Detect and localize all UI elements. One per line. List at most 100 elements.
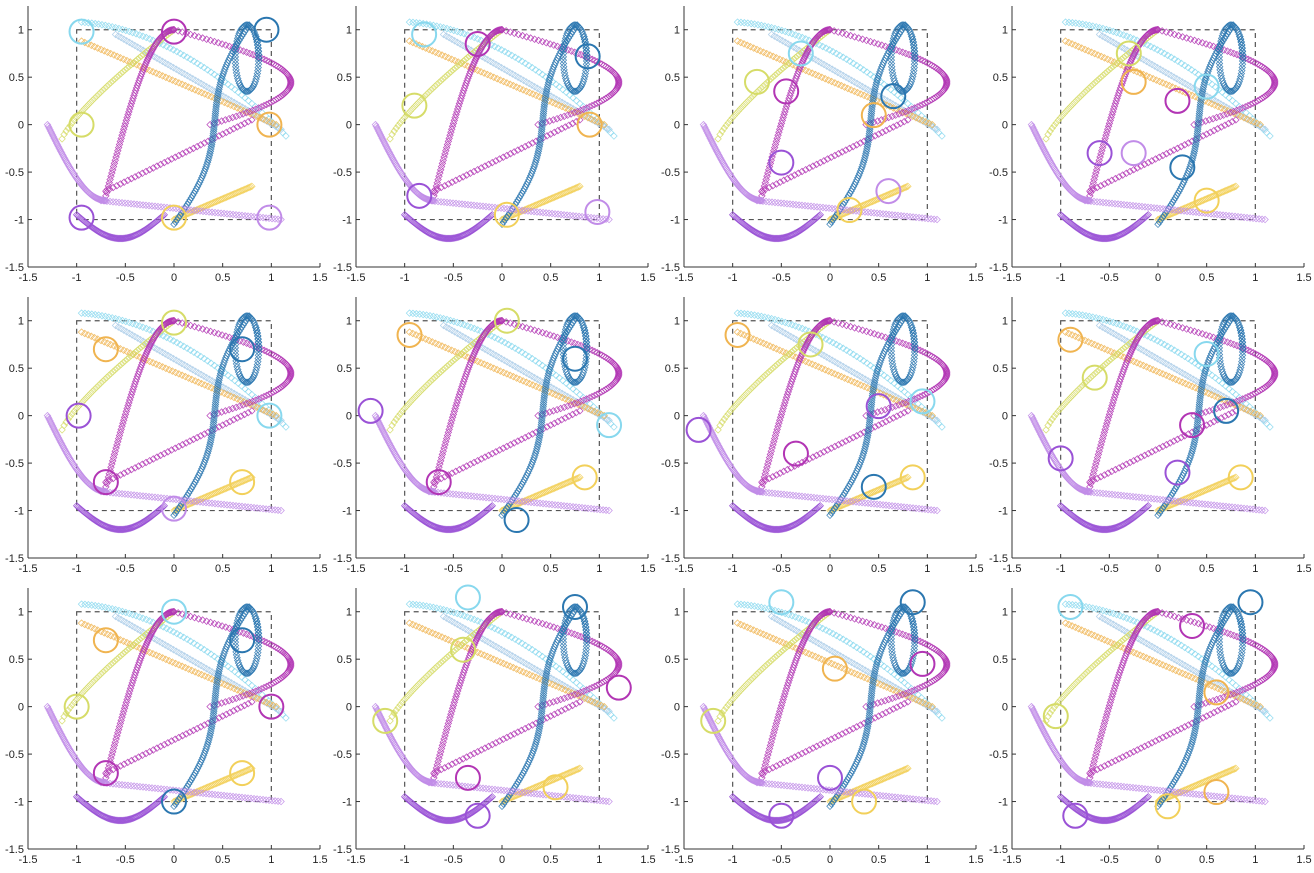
trajectory-marker (786, 200, 794, 208)
trajectory-marker (166, 26, 175, 35)
chart-panel-3: -1.5 -1 -0.5 0 0.5 1 1.5 -1.5 -1 -0.5 0 0.5 1 (656, 0, 984, 291)
trajectory-marker (121, 119, 130, 128)
trajectory-marker (542, 209, 550, 217)
trajectory-marker (173, 507, 181, 515)
trajectory-marker (764, 169, 772, 177)
y-tick-label: -1.5 (333, 553, 352, 565)
trajectory-marker (204, 91, 212, 100)
trajectory-marker (1238, 60, 1247, 69)
trajectory-marker (1185, 165, 1194, 173)
trajectory-marker (394, 412, 402, 421)
trajectory-marker (889, 37, 897, 45)
trajectory-marker (834, 28, 843, 36)
trajectory-marker (746, 94, 755, 102)
trajectory-marker (773, 134, 781, 143)
trajectory-marker (241, 87, 250, 95)
trajectory-marker (1228, 117, 1236, 126)
trajectory-marker (730, 111, 739, 120)
trajectory-marker (473, 326, 482, 334)
trajectory-marker (115, 71, 123, 80)
trajectory-marker (775, 125, 784, 134)
position-circle (68, 204, 95, 231)
trajectory-marker (769, 73, 777, 81)
trajectory-marker (824, 76, 833, 84)
trajectory-marker (483, 361, 492, 370)
trajectory-marker (495, 155, 504, 163)
trajectory-marker (1157, 216, 1165, 224)
trajectory-marker (765, 198, 773, 206)
trajectory-marker (1270, 82, 1278, 91)
trajectory-marker (122, 26, 130, 35)
trajectory-marker (810, 202, 818, 211)
trajectory-marker (792, 200, 800, 209)
trajectory-marker (259, 504, 267, 513)
trajectory-marker (529, 165, 538, 173)
trajectory-marker (878, 128, 887, 137)
trajectory-marker (853, 141, 861, 149)
trajectory-marker (898, 21, 907, 29)
trajectory-marker (1177, 206, 1185, 215)
trajectory-marker (56, 145, 64, 154)
trajectory-marker (722, 121, 730, 130)
trajectory-marker (1104, 178, 1112, 186)
trajectory-marker (232, 43, 240, 51)
trajectory-marker (217, 500, 225, 508)
trajectory-marker (819, 203, 827, 212)
trajectory-marker (894, 32, 902, 40)
trajectory-marker (793, 52, 802, 60)
trajectory-marker (431, 339, 440, 348)
trajectory-marker (459, 173, 467, 181)
trajectory-marker (525, 61, 533, 70)
trajectory-marker (807, 202, 815, 211)
trajectory-marker (816, 158, 825, 167)
trajectory-marker (1222, 211, 1230, 220)
trajectory-marker (133, 372, 142, 381)
trajectory-marker (1093, 77, 1101, 85)
trajectory-marker (1108, 199, 1116, 208)
trajectory-marker (863, 68, 871, 76)
trajectory-marker (530, 326, 539, 334)
trajectory-marker (228, 404, 237, 413)
trajectory-marker (861, 208, 869, 216)
trajectory-marker (128, 319, 137, 328)
trajectory-marker (81, 329, 89, 338)
trajectory-marker (427, 86, 435, 95)
trajectory-marker (214, 330, 223, 338)
position-circle (768, 149, 795, 176)
trajectory-marker (874, 74, 882, 82)
trajectory-marker (1167, 53, 1175, 62)
trajectory-marker (506, 28, 515, 36)
trajectory-marker (226, 417, 234, 426)
trajectory-marker (563, 211, 571, 219)
trajectory-marker (769, 181, 777, 190)
trajectory-marker (795, 50, 804, 59)
trajectory-marker (1232, 99, 1240, 108)
trajectory-marker (1256, 120, 1264, 129)
trajectory-marker (1199, 132, 1207, 140)
trajectory-marker (552, 80, 560, 89)
trajectory-marker (602, 62, 610, 71)
trajectory-marker (1177, 59, 1186, 68)
trajectory-marker (1216, 40, 1225, 48)
trajectory-marker (512, 83, 521, 91)
trajectory-marker (203, 158, 212, 167)
trajectory-marker (254, 63, 262, 72)
trajectory-marker (250, 80, 259, 88)
y-tick-label: -0.5 (333, 167, 352, 179)
trajectory-marker (826, 25, 834, 34)
trajectory-marker (197, 88, 206, 97)
trajectory-marker (202, 207, 210, 216)
trajectory-marker (244, 96, 253, 105)
trajectory-marker (137, 343, 146, 351)
trajectory-marker (761, 179, 770, 187)
trajectory-marker (1190, 36, 1199, 45)
trajectory-marker (522, 378, 531, 386)
trajectory-marker (744, 96, 753, 105)
trajectory-marker (97, 196, 105, 205)
trajectory-marker (214, 118, 222, 127)
x-tick-label: 1 (596, 563, 602, 575)
trajectory-marker (57, 149, 66, 157)
trajectory-marker (603, 93, 612, 102)
trajectory-marker (188, 84, 196, 93)
x-tick-label: -0.5 (116, 272, 135, 284)
